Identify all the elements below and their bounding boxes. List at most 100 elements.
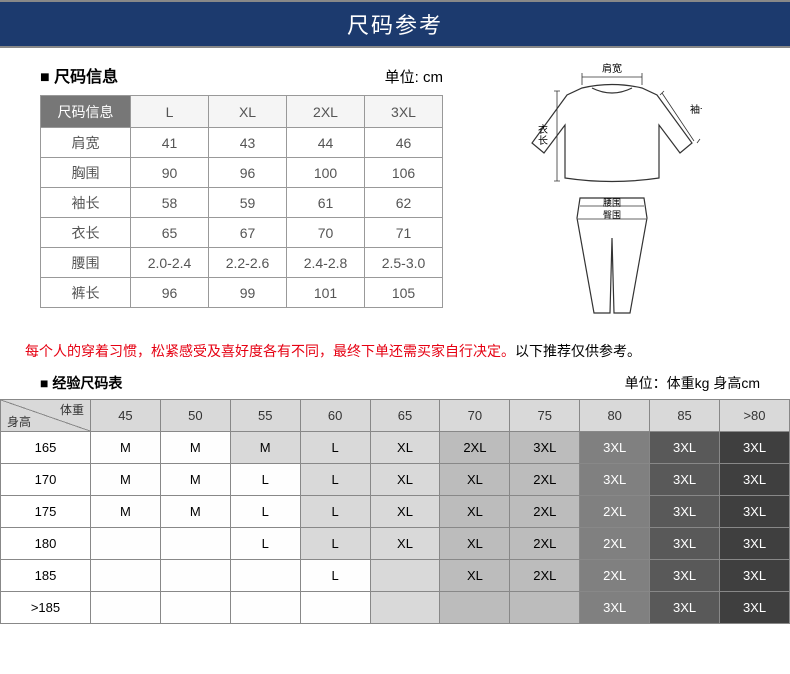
exp-cell <box>160 560 230 592</box>
exp-cell: XL <box>370 496 440 528</box>
exp-cell <box>160 592 230 624</box>
size-column-header: 3XL <box>365 96 443 128</box>
size-cell: 46 <box>365 128 443 158</box>
size-cell: 65 <box>131 218 209 248</box>
exp-cell <box>370 592 440 624</box>
top-section: ■ 尺码信息 单位: cm 尺码信息LXL2XL3XL 肩宽41434446胸围… <box>0 48 790 333</box>
exp-weight-header: 80 <box>580 400 650 432</box>
size-info-block: ■ 尺码信息 单位: cm 尺码信息LXL2XL3XL 肩宽41434446胸围… <box>40 63 443 323</box>
exp-cell: M <box>91 496 161 528</box>
warning-tail: 以下推荐仅供参考。 <box>515 343 641 359</box>
exp-cell: M <box>160 432 230 464</box>
size-table: 尺码信息LXL2XL3XL 肩宽41434446胸围9096100106袖长58… <box>40 95 443 308</box>
size-cell: 44 <box>287 128 365 158</box>
exp-weight-header: 70 <box>440 400 510 432</box>
size-row-label: 裤长 <box>41 278 131 308</box>
exp-cell: XL <box>370 464 440 496</box>
exp-cell: XL <box>440 464 510 496</box>
exp-cell: 3XL <box>650 432 720 464</box>
exp-cell <box>440 592 510 624</box>
size-cell: 59 <box>209 188 287 218</box>
exp-cell: 3XL <box>720 592 790 624</box>
exp-cell: 3XL <box>720 464 790 496</box>
size-info-title: ■ 尺码信息 <box>40 63 118 87</box>
exp-cell <box>91 528 161 560</box>
exp-cell: 3XL <box>510 432 580 464</box>
size-cell: 2.4-2.8 <box>287 248 365 278</box>
size-column-header: XL <box>209 96 287 128</box>
exp-cell: L <box>300 496 370 528</box>
exp-cell: 2XL <box>510 496 580 528</box>
size-cell: 58 <box>131 188 209 218</box>
size-cell: 99 <box>209 278 287 308</box>
exp-cell: 3XL <box>720 432 790 464</box>
exp-cell: L <box>300 464 370 496</box>
exp-height-label: 175 <box>1 496 91 528</box>
size-header-label: 尺码信息 <box>41 96 131 128</box>
exp-cell: 2XL <box>510 464 580 496</box>
exp-cell: M <box>230 432 300 464</box>
size-row-label: 腰围 <box>41 248 131 278</box>
exp-weight-header: 55 <box>230 400 300 432</box>
exp-height-label: 185 <box>1 560 91 592</box>
exp-weight-header: 50 <box>160 400 230 432</box>
exp-cell: 2XL <box>580 496 650 528</box>
size-cell: 90 <box>131 158 209 188</box>
exp-cell: M <box>160 496 230 528</box>
exp-cell: 3XL <box>650 496 720 528</box>
size-row-label: 袖长 <box>41 188 131 218</box>
exp-cell <box>91 592 161 624</box>
exp-cell: L <box>230 528 300 560</box>
exp-cell: 2XL <box>510 528 580 560</box>
exp-cell: 2XL <box>580 560 650 592</box>
size-cell: 70 <box>287 218 365 248</box>
diagram-body-length-label: 衣长 <box>538 123 548 147</box>
size-cell: 43 <box>209 128 287 158</box>
experience-table: 体重身高455055606570758085>80 165MMMLXL2XL3X… <box>0 399 790 624</box>
size-cell: 62 <box>365 188 443 218</box>
warning-red: 每个人的穿着习惯，松紧感受及喜好度各有不同，最终下单还需买家自行决定。 <box>25 343 515 359</box>
header-title: 尺码参考 <box>0 0 790 48</box>
exp-cell: L <box>300 432 370 464</box>
exp-cell <box>370 560 440 592</box>
exp-cell <box>230 592 300 624</box>
exp-cell <box>300 592 370 624</box>
size-column-header: 2XL <box>287 96 365 128</box>
size-cell: 2.5-3.0 <box>365 248 443 278</box>
exp-cell: XL <box>440 528 510 560</box>
exp-cell: L <box>300 528 370 560</box>
exp-title: ■ 经验尺码表 <box>40 373 122 393</box>
exp-cell: 2XL <box>440 432 510 464</box>
diagram-shoulder-label: 肩宽 <box>602 63 622 75</box>
size-cell: 105 <box>365 278 443 308</box>
exp-height-label: 165 <box>1 432 91 464</box>
size-cell: 67 <box>209 218 287 248</box>
exp-unit: 单位：体重kg 身高cm <box>625 373 760 393</box>
exp-cell: 3XL <box>580 464 650 496</box>
exp-cell: 3XL <box>720 528 790 560</box>
exp-cell: 3XL <box>720 496 790 528</box>
warning-text: 每个人的穿着习惯，松紧感受及喜好度各有不同，最终下单还需买家自行决定。以下推荐仅… <box>0 333 790 373</box>
exp-cell: 2XL <box>580 528 650 560</box>
exp-cell: 3XL <box>720 560 790 592</box>
exp-cell: 3XL <box>650 592 720 624</box>
exp-weight-header: 75 <box>510 400 580 432</box>
size-cell: 96 <box>209 158 287 188</box>
size-cell: 96 <box>131 278 209 308</box>
diagram-sleeve-label: 袖长 <box>690 103 702 116</box>
exp-cell: M <box>91 464 161 496</box>
size-cell: 61 <box>287 188 365 218</box>
exp-cell: 3XL <box>580 592 650 624</box>
size-row-label: 胸围 <box>41 158 131 188</box>
size-info-unit: 单位: cm <box>385 66 443 87</box>
exp-cell <box>230 560 300 592</box>
exp-weight-header: 45 <box>91 400 161 432</box>
exp-weight-header: 60 <box>300 400 370 432</box>
exp-cell: XL <box>370 432 440 464</box>
exp-cell: 2XL <box>510 560 580 592</box>
size-cell: 100 <box>287 158 365 188</box>
exp-cell: M <box>91 432 161 464</box>
exp-cell <box>160 528 230 560</box>
size-cell: 106 <box>365 158 443 188</box>
exp-cell: 3XL <box>650 528 720 560</box>
